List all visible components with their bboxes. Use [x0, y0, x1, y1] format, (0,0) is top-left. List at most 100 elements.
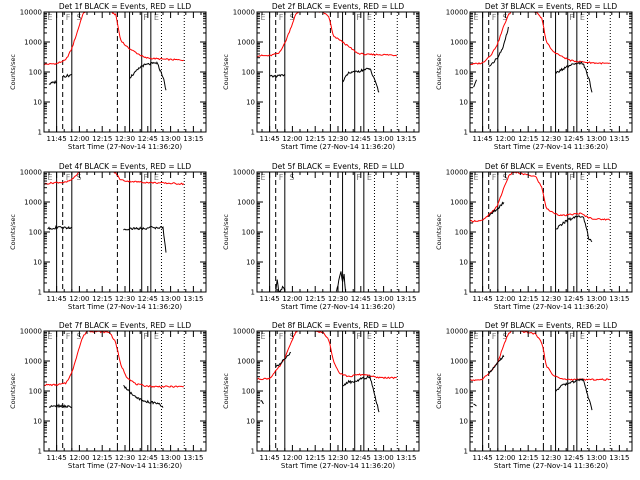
x-tick-label: 12:45 [351, 454, 371, 462]
phase-marker: E [260, 13, 265, 22]
y-tick-label: 100 [242, 388, 255, 396]
x-tick-label: 12:00 [495, 454, 515, 462]
y-tick-label: 10000 [446, 169, 468, 177]
panel-title: Det 8f BLACK = Events, RED = LLD [272, 321, 405, 330]
x-axis-title: Start Time (27-Nov-14 11:36:20) [68, 303, 182, 311]
plot-frame [469, 171, 633, 293]
x-tick-label: 12:15 [92, 135, 112, 143]
event-lines [269, 331, 398, 451]
events-series [275, 279, 286, 292]
x-tick-label: 12:30 [115, 295, 135, 303]
panel-title: Det 1f BLACK = Events, RED = LLD [59, 2, 192, 11]
x-tick-label: 13:15 [396, 454, 416, 462]
x-tick-label: 13:15 [396, 295, 416, 303]
y-tick-label: 1 [251, 448, 255, 456]
events-series [123, 384, 164, 408]
y-tick-label: 10 [246, 418, 255, 426]
phase-marker: F [66, 173, 71, 182]
x-tick-label: 12:45 [138, 454, 158, 462]
x-tick-label: 11:45 [47, 454, 67, 462]
x-tick-label: 11:45 [47, 295, 67, 303]
y-tick-label: 100 [455, 388, 468, 396]
events-series [260, 399, 264, 405]
y-tick-label: 10 [33, 259, 42, 267]
panel-title: Det 5f BLACK = Events, RED = LLD [272, 162, 405, 171]
y-tick-label: 1000 [24, 39, 42, 47]
x-axis-title: Start Time (27-Nov-14 11:36:20) [281, 462, 395, 470]
x-tick-label: 12:30 [328, 454, 348, 462]
y-tick-label: 10000 [233, 328, 255, 336]
x-tick-label: 12:00 [69, 295, 89, 303]
x-tick-label: 12:30 [541, 135, 561, 143]
x-tick-label: 13:00 [160, 295, 180, 303]
x-tick-label: 11:45 [473, 135, 493, 143]
x-tick-label: 11:45 [473, 454, 493, 462]
x-tick-label: 11:45 [47, 135, 67, 143]
y-tick-label: 1 [251, 289, 255, 297]
y-axis-title: Counts/sec [222, 54, 230, 90]
x-tick-label: 12:30 [541, 295, 561, 303]
x-tick-label: 12:15 [305, 295, 325, 303]
phase-marker: E [367, 13, 372, 22]
x-tick-label: 12:15 [92, 295, 112, 303]
events-series [48, 79, 57, 85]
panel-title: Det 6f BLACK = Events, RED = LLD [485, 162, 618, 171]
x-tick-label: 11:45 [260, 454, 280, 462]
events-series [47, 224, 72, 231]
x-tick-label: 12:45 [138, 135, 158, 143]
x-tick-label: 12:45 [564, 135, 584, 143]
x-tick-label: 13:15 [183, 135, 203, 143]
phase-marker: S [76, 173, 81, 182]
x-tick-label: 12:15 [92, 454, 112, 462]
x-axis-title: Start Time (27-Nov-14 11:36:20) [281, 303, 395, 311]
x-tick-label: 13:15 [609, 135, 629, 143]
x-tick-label: 12:15 [518, 135, 538, 143]
phase-marker: E [580, 173, 585, 182]
events-series [48, 403, 72, 409]
x-tick-label: 13:15 [396, 135, 416, 143]
phase-marker: F [279, 13, 284, 22]
y-tick-label: 10 [459, 259, 468, 267]
panel-title: Det 2f BLACK = Events, RED = LLD [272, 2, 405, 11]
y-tick-label: 1000 [450, 358, 468, 366]
y-tick-label: 1 [464, 289, 468, 297]
y-axis-title: Counts/sec [9, 214, 17, 250]
y-tick-label: 10000 [233, 169, 255, 177]
phase-marker: S [289, 173, 294, 182]
phase-marker: E [154, 173, 159, 182]
y-tick-label: 1000 [24, 358, 42, 366]
phase-marker: E [580, 332, 585, 341]
events-series [488, 26, 509, 67]
phase-marker: E [47, 173, 52, 182]
plot-frame [43, 171, 207, 293]
y-tick-label: 10 [33, 418, 42, 426]
y-tick-label: 100 [242, 69, 255, 77]
phase-marker: F [279, 173, 284, 182]
x-tick-label: 12:00 [69, 135, 89, 143]
y-tick-label: 100 [242, 229, 255, 237]
events-series [275, 351, 292, 368]
y-tick-label: 1000 [237, 199, 255, 207]
panel-title: Det 7f BLACK = Events, RED = LLD [59, 321, 192, 330]
phase-marker: F [143, 332, 148, 341]
plot-frame [43, 330, 207, 452]
y-tick-label: 100 [455, 69, 468, 77]
x-tick-label: 12:30 [115, 454, 135, 462]
lld-series [257, 12, 398, 57]
events-series [342, 374, 380, 413]
x-tick-label: 12:00 [282, 454, 302, 462]
y-tick-label: 1000 [237, 358, 255, 366]
event-lines [482, 172, 611, 292]
y-axis-title: Counts/sec [435, 373, 443, 409]
events-series [555, 215, 593, 243]
y-tick-label: 1 [38, 289, 42, 297]
x-tick-label: 13:15 [183, 295, 203, 303]
x-tick-label: 12:30 [115, 135, 135, 143]
